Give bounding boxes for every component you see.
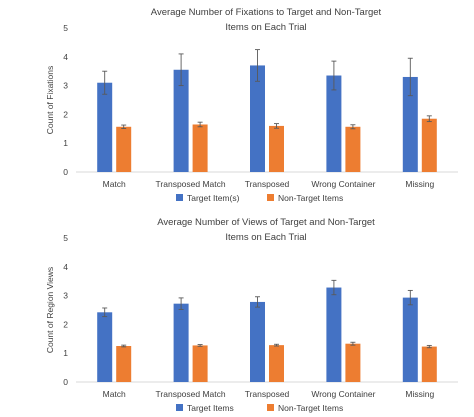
fixations-chart-svg: Average Number of Fixations to Target an… <box>45 7 458 203</box>
bar-non-target <box>192 345 208 382</box>
y-tick-label: 0 <box>63 167 68 177</box>
x-tick-label: Transposed Match <box>156 389 226 399</box>
y-tick-label: 2 <box>63 319 68 329</box>
legend-swatch <box>176 194 183 201</box>
x-tick-label: Wrong Container <box>311 179 375 189</box>
bar-non-target <box>345 343 361 382</box>
x-tick-label: Wrong Container <box>311 389 375 399</box>
region-views-chart: Average Number of Views of Target and No… <box>0 210 474 417</box>
y-tick-label: 4 <box>63 262 68 272</box>
legend-label: Target Items <box>187 403 234 413</box>
legend-label: Target Item(s) <box>187 193 240 203</box>
bar-target <box>326 75 342 172</box>
fixations-chart: Average Number of Fixations to Target an… <box>45 7 458 203</box>
x-tick-label: Missing <box>405 389 434 399</box>
y-axis-label: Count of Region Views <box>45 267 55 353</box>
bar-non-target <box>269 345 284 382</box>
bar-target <box>402 76 418 172</box>
x-tick-label: Missing <box>405 179 434 189</box>
bar-non-target <box>421 118 437 172</box>
legend-swatch <box>267 404 274 411</box>
chart-title: Average Number of Views of Target and No… <box>157 217 375 228</box>
y-axis-label: Count of Fixations <box>45 66 55 135</box>
chart-title: Items on Each Trial <box>225 232 306 243</box>
legend-swatch <box>176 404 183 411</box>
y-tick-label: 1 <box>63 348 68 358</box>
chart-title: Average Number of Fixations to Target an… <box>151 7 382 18</box>
x-tick-label: Match <box>103 389 126 399</box>
bar-target <box>250 301 265 382</box>
bar-non-target <box>269 125 284 172</box>
legend-swatch <box>267 194 274 201</box>
x-tick-label: Transposed Match <box>156 179 226 189</box>
bar-target <box>250 65 265 172</box>
bar-non-target <box>345 126 361 172</box>
bar-target <box>173 69 189 172</box>
bar-target <box>173 303 189 382</box>
bar-non-target <box>192 124 208 172</box>
legend-label: Non-Target Items <box>278 403 343 413</box>
region-views-chart-svg: Average Number of Views of Target and No… <box>45 217 458 413</box>
y-tick-label: 0 <box>63 377 68 387</box>
y-tick-label: 1 <box>63 138 68 148</box>
bar-non-target <box>116 346 132 382</box>
bar-target <box>326 287 342 382</box>
bar-target <box>97 82 113 172</box>
y-tick-label: 4 <box>63 52 68 62</box>
y-tick-label: 5 <box>63 233 68 243</box>
chart-title: Items on Each Trial <box>225 22 306 33</box>
y-tick-label: 5 <box>63 23 68 33</box>
bar-target <box>97 312 113 382</box>
x-tick-label: Transposed <box>245 179 290 189</box>
legend-label: Non-Target Items <box>278 193 343 203</box>
x-tick-label: Transposed <box>245 389 290 399</box>
y-tick-label: 2 <box>63 109 68 119</box>
y-tick-label: 3 <box>63 81 68 91</box>
bar-non-target <box>421 346 437 382</box>
bar-non-target <box>116 126 132 172</box>
x-tick-label: Match <box>103 179 126 189</box>
y-tick-label: 3 <box>63 291 68 301</box>
bar-target <box>402 297 418 382</box>
